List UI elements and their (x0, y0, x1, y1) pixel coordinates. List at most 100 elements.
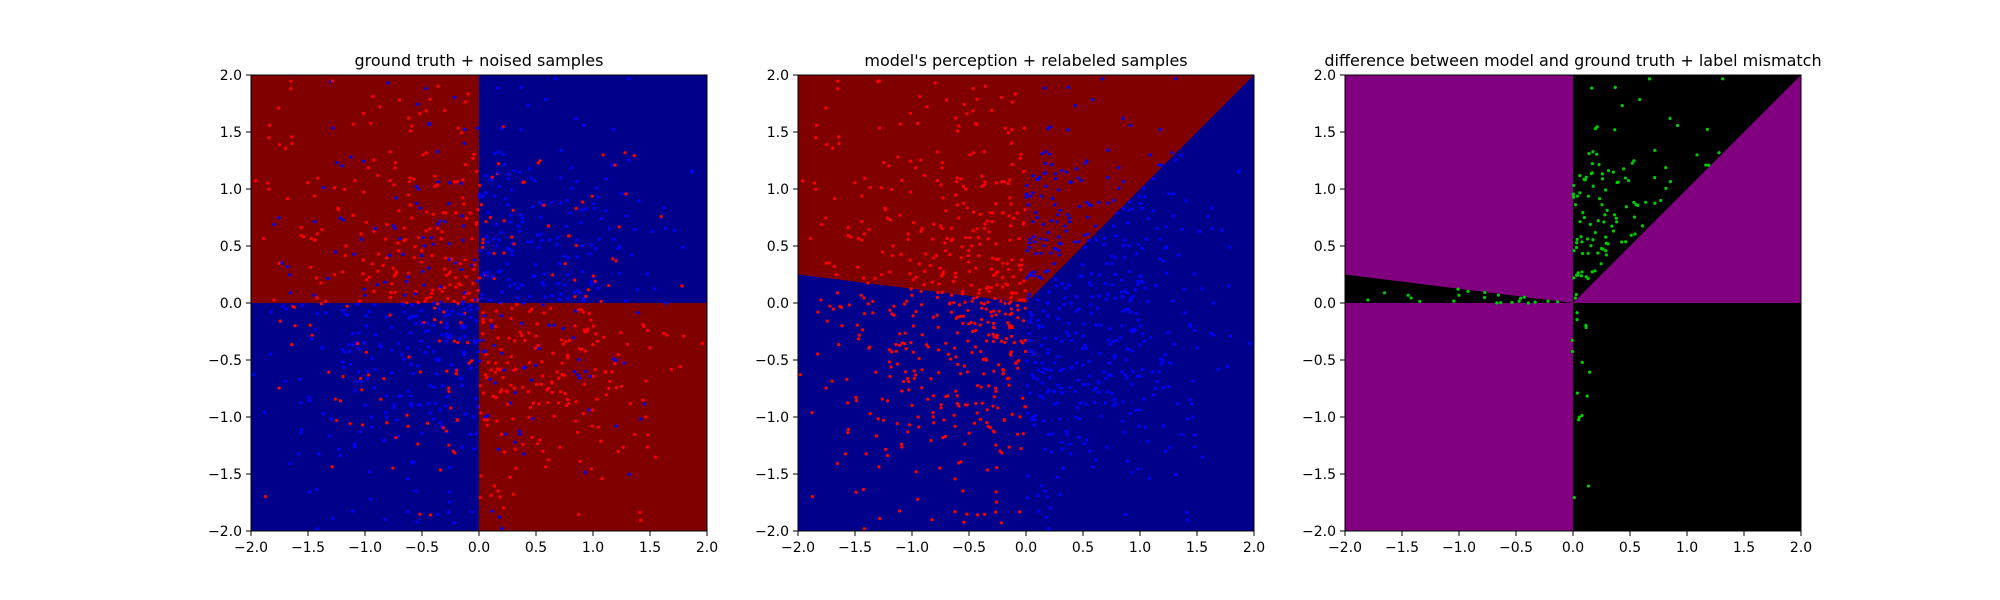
sample-point (1016, 366, 1020, 370)
sample-point (430, 253, 434, 258)
sample-point (855, 323, 859, 327)
sample-point (1572, 249, 1576, 253)
x-tick-label: 1.0 (582, 540, 604, 556)
sample-point (1046, 127, 1050, 131)
sample-point (1080, 263, 1085, 267)
sample-point (1004, 336, 1009, 341)
sample-point (483, 418, 487, 422)
sample-point (566, 256, 570, 260)
sample-point (1573, 296, 1577, 300)
sample-point (284, 146, 288, 150)
sample-point (1006, 267, 1011, 272)
sample-point (489, 493, 493, 497)
sample-point (269, 352, 273, 356)
sample-point (272, 223, 276, 227)
sample-point (564, 339, 568, 344)
sample-point (505, 262, 509, 266)
sample-point (528, 167, 532, 171)
sample-point (613, 163, 617, 167)
y-tick-label: 1.5 (220, 125, 242, 141)
sample-point (906, 430, 910, 434)
sample-point (398, 236, 402, 241)
sample-point (949, 239, 953, 243)
sample-point (1040, 152, 1044, 156)
sample-point (1052, 246, 1057, 251)
sample-point (460, 214, 464, 218)
sample-point (550, 380, 554, 384)
sample-point (490, 275, 494, 279)
sample-point (526, 104, 530, 108)
sample-point (509, 213, 513, 217)
sample-point (392, 406, 396, 410)
sample-point (934, 253, 939, 257)
sample-point (877, 79, 882, 83)
sample-point (604, 177, 608, 181)
sample-point (559, 175, 563, 180)
sample-point (498, 301, 502, 305)
sample-point (974, 121, 978, 126)
sample-point (1573, 203, 1578, 207)
sample-point (1629, 233, 1633, 237)
sample-point (1097, 200, 1101, 204)
sample-point (512, 386, 517, 390)
sample-point (992, 309, 996, 313)
sample-point (957, 216, 961, 220)
sample-point (383, 280, 387, 284)
sample-point (1022, 169, 1026, 174)
sample-point (1098, 351, 1102, 355)
sample-point (476, 405, 480, 409)
sample-point (447, 242, 451, 246)
sample-point (488, 298, 492, 302)
sample-point (911, 350, 915, 354)
sample-point (837, 343, 841, 347)
sample-point (387, 253, 392, 257)
sample-point (995, 336, 999, 340)
sample-point (700, 341, 705, 346)
sample-point (422, 320, 426, 325)
sample-point (916, 121, 920, 125)
sample-point (444, 211, 448, 215)
sample-point (1570, 349, 1575, 354)
sample-point (442, 285, 447, 290)
sample-point (915, 497, 920, 501)
sample-point (560, 361, 564, 365)
sample-point (512, 169, 517, 173)
sample-point (1409, 296, 1413, 300)
sample-point (923, 269, 927, 273)
sample-point (415, 201, 419, 206)
sample-point (966, 339, 970, 343)
sample-point (277, 386, 281, 390)
sample-point (983, 180, 987, 184)
sample-point (496, 162, 501, 166)
sample-point (944, 98, 949, 102)
sample-point (378, 343, 382, 347)
sample-point (965, 112, 969, 116)
sample-point (900, 389, 904, 393)
sample-point (436, 222, 440, 226)
sample-point (469, 316, 473, 320)
sample-point (388, 150, 392, 154)
sample-point (1124, 512, 1128, 517)
sample-point (1174, 472, 1178, 476)
sample-point (1174, 77, 1178, 81)
sample-point (286, 197, 290, 201)
sample-point (1019, 152, 1023, 156)
sample-point (1009, 307, 1013, 311)
sample-point (370, 262, 374, 266)
sample-point (1115, 211, 1119, 215)
sample-point (462, 291, 467, 295)
sample-point (484, 220, 488, 224)
sample-point (1074, 415, 1078, 419)
sample-point (1085, 159, 1089, 163)
sample-point (485, 418, 490, 422)
sample-point (473, 258, 477, 262)
sample-point (481, 311, 485, 315)
sample-point (502, 450, 506, 454)
sample-point (984, 339, 989, 343)
sample-point (1060, 391, 1064, 395)
sample-point (335, 161, 339, 165)
sample-point (531, 416, 535, 421)
sample-point (846, 401, 850, 405)
sample-point (994, 500, 999, 504)
sample-point (898, 213, 902, 217)
